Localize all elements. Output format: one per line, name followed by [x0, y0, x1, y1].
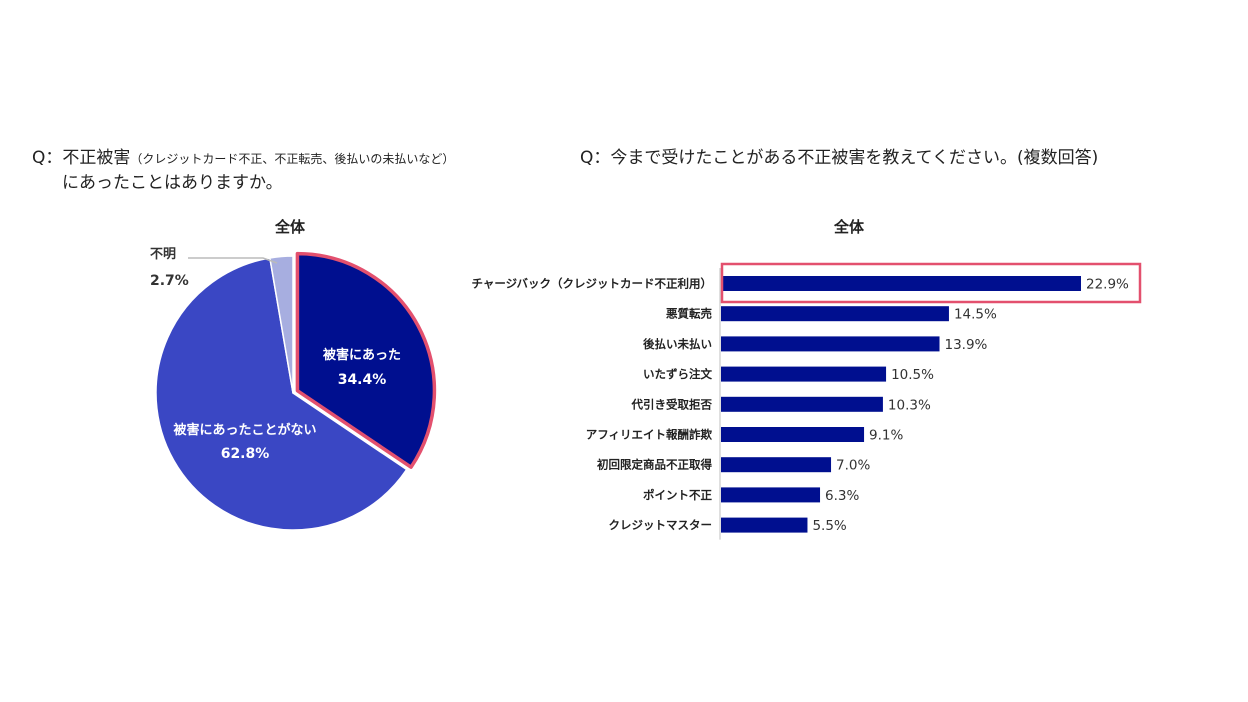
bar-value-label: 10.5% — [891, 367, 934, 383]
bar-category-label: 初回限定商品不正取得 — [597, 458, 712, 472]
pie-label-value: 2.7% — [150, 273, 189, 289]
bar-value-label: 13.9% — [945, 337, 988, 353]
pie-label-name: 被害にあった — [322, 347, 401, 363]
bar-value-label: 14.5% — [954, 307, 997, 323]
bar — [721, 276, 1081, 291]
bar-category-label: クレジットマスター — [609, 518, 713, 532]
bar — [721, 487, 821, 503]
pie-label-value: 34.4% — [338, 372, 387, 388]
highlight-box — [720, 262, 1142, 304]
bar — [721, 306, 949, 322]
bar-value-label: 9.1% — [869, 428, 903, 444]
bar-chart-title: 全体 — [834, 218, 865, 236]
bar — [721, 366, 887, 382]
question-left-line2: にあったことはありますか。 — [62, 173, 283, 193]
bar-value-label: 10.3% — [888, 397, 931, 413]
bar-value-label: 22.9% — [1086, 277, 1129, 293]
question-left-prefix: Q：不正被害 — [32, 148, 131, 168]
pie-chart-title: 全体 — [275, 218, 306, 236]
question-left: Q：不正被害（クレジットカード不正、不正転売、後払いの未払いなど） にあったこと… — [32, 146, 552, 195]
question-right: Q：今まで受けたことがある不正被害を教えてください。(複数回答) — [580, 148, 1099, 168]
bar-value-label: 5.5% — [812, 518, 846, 534]
pie-label-value: 62.8% — [221, 446, 270, 462]
pie-leader-line — [188, 257, 278, 264]
bar-category-label: アフィリエイト報酬詐欺 — [586, 428, 713, 442]
question-left-note: （クレジットカード不正、不正転売、後払いの未払いなど） — [130, 152, 455, 166]
pie-label-name: 不明 — [150, 247, 176, 262]
bar-category-label: 後払い未払い — [643, 337, 712, 351]
pie-slice — [269, 255, 294, 394]
bar-chart: チャージバック（クレジットカード不正利用） 22.9% 悪質転売 14.5% 後払い未払… — [472, 262, 1142, 540]
pie-slice — [295, 251, 437, 469]
bar-value-label: 6.3% — [825, 488, 859, 504]
bar-value-label: 7.0% — [836, 458, 870, 474]
pie-label-name: 被害にあったことがない — [172, 422, 316, 438]
bar — [721, 517, 808, 533]
bar-category-label: ポイント不正 — [643, 488, 712, 502]
pie-slice — [155, 257, 408, 531]
bar-category-label: チャージバック（クレジットカード不正利用） — [472, 277, 712, 291]
bar-category-label: 代引き受取拒否 — [631, 397, 713, 411]
bar — [721, 457, 832, 473]
bar-category-label: いたずら注文 — [643, 367, 712, 381]
bar — [721, 396, 883, 412]
bar — [721, 427, 865, 442]
bar — [721, 336, 940, 352]
bar-category-label: 悪質転売 — [666, 307, 712, 321]
pie-chart: 被害にあった 34.4% 被害にあったことがない 62.8% 不明 2.7% — [150, 247, 437, 531]
